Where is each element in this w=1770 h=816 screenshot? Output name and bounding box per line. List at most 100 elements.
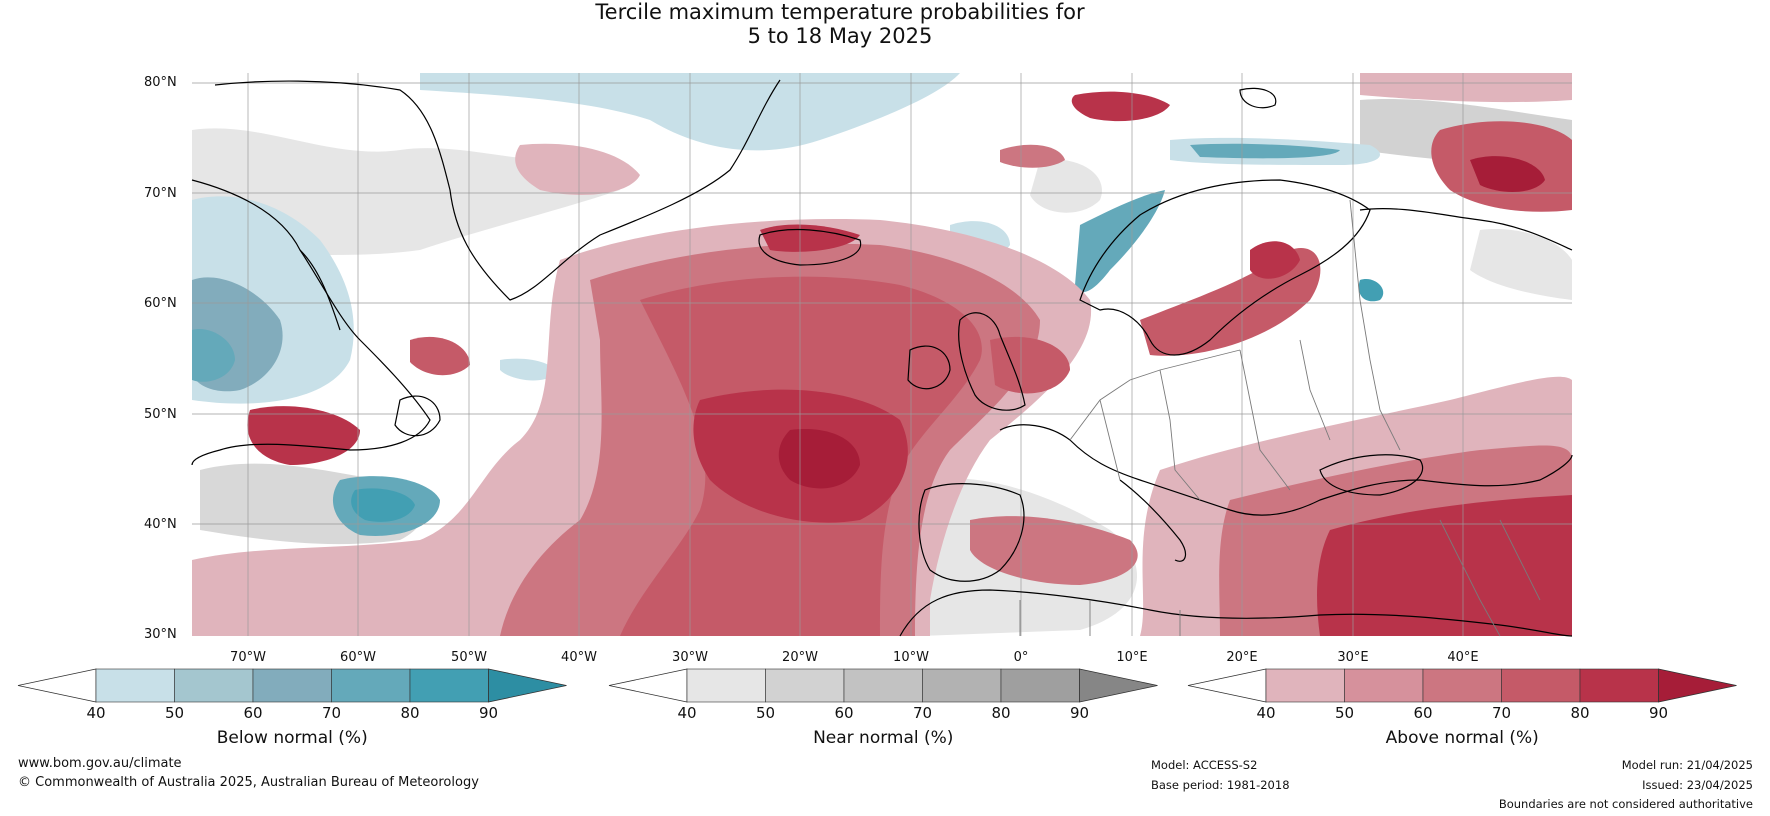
lon-label-20w: 20°W [782, 650, 818, 665]
colorbar-segment [174, 668, 254, 703]
border-line [1349, 199, 1361, 301]
above-patch [1470, 156, 1545, 192]
border-line [1359, 299, 1401, 451]
colorbar-tick-label: 90 [1648, 704, 1669, 722]
colorbar-segment [95, 668, 175, 703]
coastline-britain [958, 312, 1026, 411]
colorbar-label-above: Above normal (%) [1385, 728, 1539, 748]
colorbars [17, 668, 1737, 703]
above-patch [778, 429, 860, 489]
near-patch [1470, 229, 1572, 300]
border-line [1439, 519, 1501, 637]
colorbar-segment [686, 668, 766, 703]
lon-label-0: 0° [1013, 650, 1029, 665]
above-patch [1000, 144, 1065, 168]
lon-label-20e: 20°E [1226, 650, 1258, 665]
colorbar-tick-label: 90 [1069, 704, 1090, 722]
colorbar-segment [1344, 668, 1424, 703]
footer-website: www.bom.gov.au/climate [18, 756, 182, 771]
border-line [1499, 519, 1541, 601]
lon-label-10w: 10°W [893, 650, 929, 665]
above-patch [1250, 241, 1300, 279]
lat-label-70: 70°N [144, 186, 177, 201]
above-patch [247, 406, 360, 465]
coastline-scandinavia [1079, 179, 1371, 356]
border-line [1099, 399, 1121, 481]
above-patch [970, 516, 1138, 585]
colorbar-tick-label: 70 [1491, 704, 1512, 722]
colorbar-near [608, 668, 1158, 703]
below-patch [500, 358, 556, 381]
colorbar-above [1187, 668, 1737, 703]
footer-disclaimer: Boundaries are not considered authoritat… [1498, 797, 1753, 811]
colorbar-tick-label: 80 [991, 704, 1011, 722]
coastline-iberia [918, 483, 1025, 582]
above-patch [760, 224, 860, 252]
lon-label-30e: 30°E [1337, 650, 1369, 665]
lon-label-30w: 30°W [672, 650, 708, 665]
colorbar-tick-label: 50 [755, 704, 776, 722]
chart-title: Tercile maximum temperature probabilitie… [0, 0, 1770, 48]
colorbar-upper-arrow [488, 668, 567, 703]
below-patch [1075, 190, 1165, 293]
coastline-newfoundland [394, 395, 441, 437]
colorbar-tick-label: 50 [1334, 704, 1355, 722]
colorbar-tick-label: 60 [243, 704, 263, 722]
lat-label-30: 30°N [144, 627, 177, 642]
footer-model-run: Model run: 21/04/2025 [1621, 758, 1753, 772]
above-patch [410, 336, 470, 376]
colorbar-lower-arrow [608, 668, 688, 703]
colorbar-segment [1422, 668, 1502, 703]
colorbar-segment [1265, 668, 1345, 703]
below-patch [1190, 143, 1340, 159]
coastline-black-sea [1319, 454, 1424, 496]
above-patch [1360, 73, 1572, 103]
footer-copyright: © Commonwealth of Australia 2025, Austra… [18, 775, 479, 790]
colorbar-tick-label: 80 [1570, 704, 1590, 722]
coastline-labrador [299, 249, 341, 331]
border-line [1069, 349, 1241, 441]
lon-label-60w: 60°W [340, 650, 376, 665]
lon-label-40w: 40°W [561, 650, 597, 665]
footer-base-period: Base period: 1981-2018 [1151, 778, 1290, 792]
coastline-iceland [758, 228, 862, 266]
coastline-svalbard [1239, 87, 1277, 109]
colorbar-tick-label: 40 [677, 704, 697, 722]
above-patch [515, 143, 640, 195]
coastlines [191, 79, 1573, 637]
coastline-ireland [907, 345, 951, 390]
below-patch [192, 329, 235, 382]
colorbar-tick-label: 80 [400, 704, 420, 722]
graticule [192, 73, 1572, 636]
coastline-canada [191, 179, 431, 466]
colorbar-tick-label: 90 [478, 704, 499, 722]
colorbar-lower-arrow [17, 668, 97, 703]
coastline-italy [1119, 479, 1187, 562]
footer-model: Model: ACCESS-S2 [1151, 758, 1258, 772]
footer-issued: Issued: 23/04/2025 [1642, 778, 1753, 792]
colorbar-segment [843, 668, 923, 703]
below-patch [351, 488, 415, 522]
lon-label-50w: 50°W [451, 650, 487, 665]
colorbar-label-near: Near normal (%) [813, 728, 954, 748]
border-line [1299, 339, 1331, 441]
lat-label-60: 60°N [144, 296, 177, 311]
border-line [1159, 369, 1201, 501]
colorbar-segment [1000, 668, 1080, 703]
colorbar-segment [1579, 668, 1659, 703]
colorbar-label-below: Below normal (%) [216, 728, 368, 748]
lon-label-10e: 10°E [1116, 650, 1148, 665]
colorbar-segment [331, 668, 411, 703]
coastline-greenland [214, 79, 781, 301]
above-normal-patches [192, 73, 1572, 637]
colorbar-upper-arrow [1658, 668, 1737, 703]
title-line-2: 5 to 18 May 2025 [747, 24, 933, 48]
below-patch [1358, 279, 1384, 302]
lon-label-40e: 40°E [1447, 650, 1479, 665]
lat-label-80: 80°N [144, 75, 177, 90]
colorbar-segment [252, 668, 332, 703]
coastline-africa [899, 589, 1573, 637]
map-panel [191, 73, 1573, 637]
colorbar-upper-arrow [1079, 668, 1158, 703]
